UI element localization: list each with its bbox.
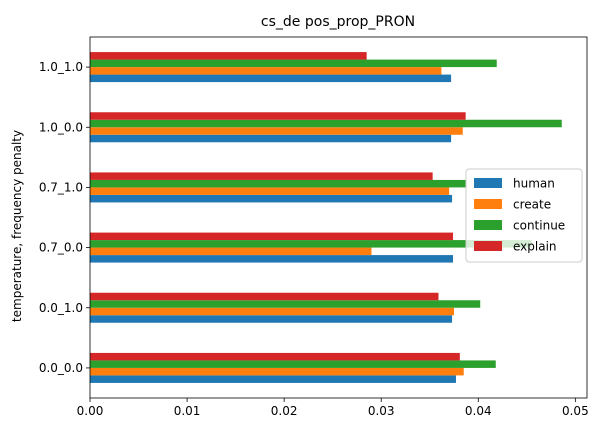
legend-swatch-continue [474,220,502,230]
bar-continue-0.0_1.0 [90,300,481,308]
bar-human-0.7_0.0 [90,255,454,263]
legend-label-human: human [513,177,555,191]
legend-label-create: create [513,198,551,212]
bar-explain-1.0_0.0 [90,112,466,120]
bar-human-0.0_0.0 [90,375,456,383]
y-tick-label: 0.7_1.0 [39,180,83,194]
bar-create-0.7_0.0 [90,247,372,256]
plot-frame [89,36,588,399]
bar-human-1.0_1.0 [90,74,452,83]
x-tick-label: 0.04 [465,404,492,418]
bar-continue-0.7_0.0 [90,240,532,248]
x-tick-label: 0.05 [562,404,589,418]
y-axis-label: temperature, frequency penalty [10,130,24,322]
bar-explain-0.7_1.0 [90,172,433,180]
x-tick-label: 0.01 [174,404,201,418]
bar-create-0.0_0.0 [90,367,464,376]
legend-swatch-explain [474,241,502,251]
bars-group [90,52,562,383]
bar-human-0.0_1.0 [90,315,453,323]
x-tick-label: 0.02 [271,404,298,418]
y-tick-label: 0.0_0.0 [39,361,83,375]
bar-explain-0.0_1.0 [90,292,439,301]
bar-create-1.0_1.0 [90,67,442,75]
legend: human create continue explain [465,168,583,263]
axes-group: 0.00 0.01 0.02 0.03 0.04 0.05 0.0_0.0 0.0_1.0 0.… [39,36,589,418]
bar-explain-0.0_0.0 [90,352,460,361]
y-tick-label: 1.0_1.0 [39,60,83,74]
y-tick-label: 0.0_1.0 [39,301,83,315]
legend-box [465,168,583,263]
y-tick-label: 0.7_0.0 [39,241,83,255]
x-tick-label: 0.03 [368,404,395,418]
bar-explain-0.7_0.0 [90,232,454,241]
bar-create-0.0_1.0 [90,307,455,316]
legend-swatch-create [474,199,502,209]
legend-label-continue: continue [513,219,565,233]
bar-create-0.7_1.0 [90,187,450,195]
legend-label-explain: explain [513,240,557,254]
x-tick-label: 0.00 [77,404,104,418]
chart-title: cs_de pos_prop_PRON [261,14,415,30]
bar-continue-0.7_1.0 [90,179,466,188]
legend-swatch-human [474,178,502,188]
bar-continue-1.0_1.0 [90,59,497,68]
bar-continue-1.0_0.0 [90,119,562,128]
bar-create-1.0_0.0 [90,127,463,135]
bar-continue-0.0_0.0 [90,360,496,368]
y-tick-label: 1.0_0.0 [39,120,83,134]
bar-human-1.0_0.0 [90,134,452,143]
bar-human-0.7_1.0 [90,194,453,203]
bar-explain-1.0_1.0 [90,52,367,60]
